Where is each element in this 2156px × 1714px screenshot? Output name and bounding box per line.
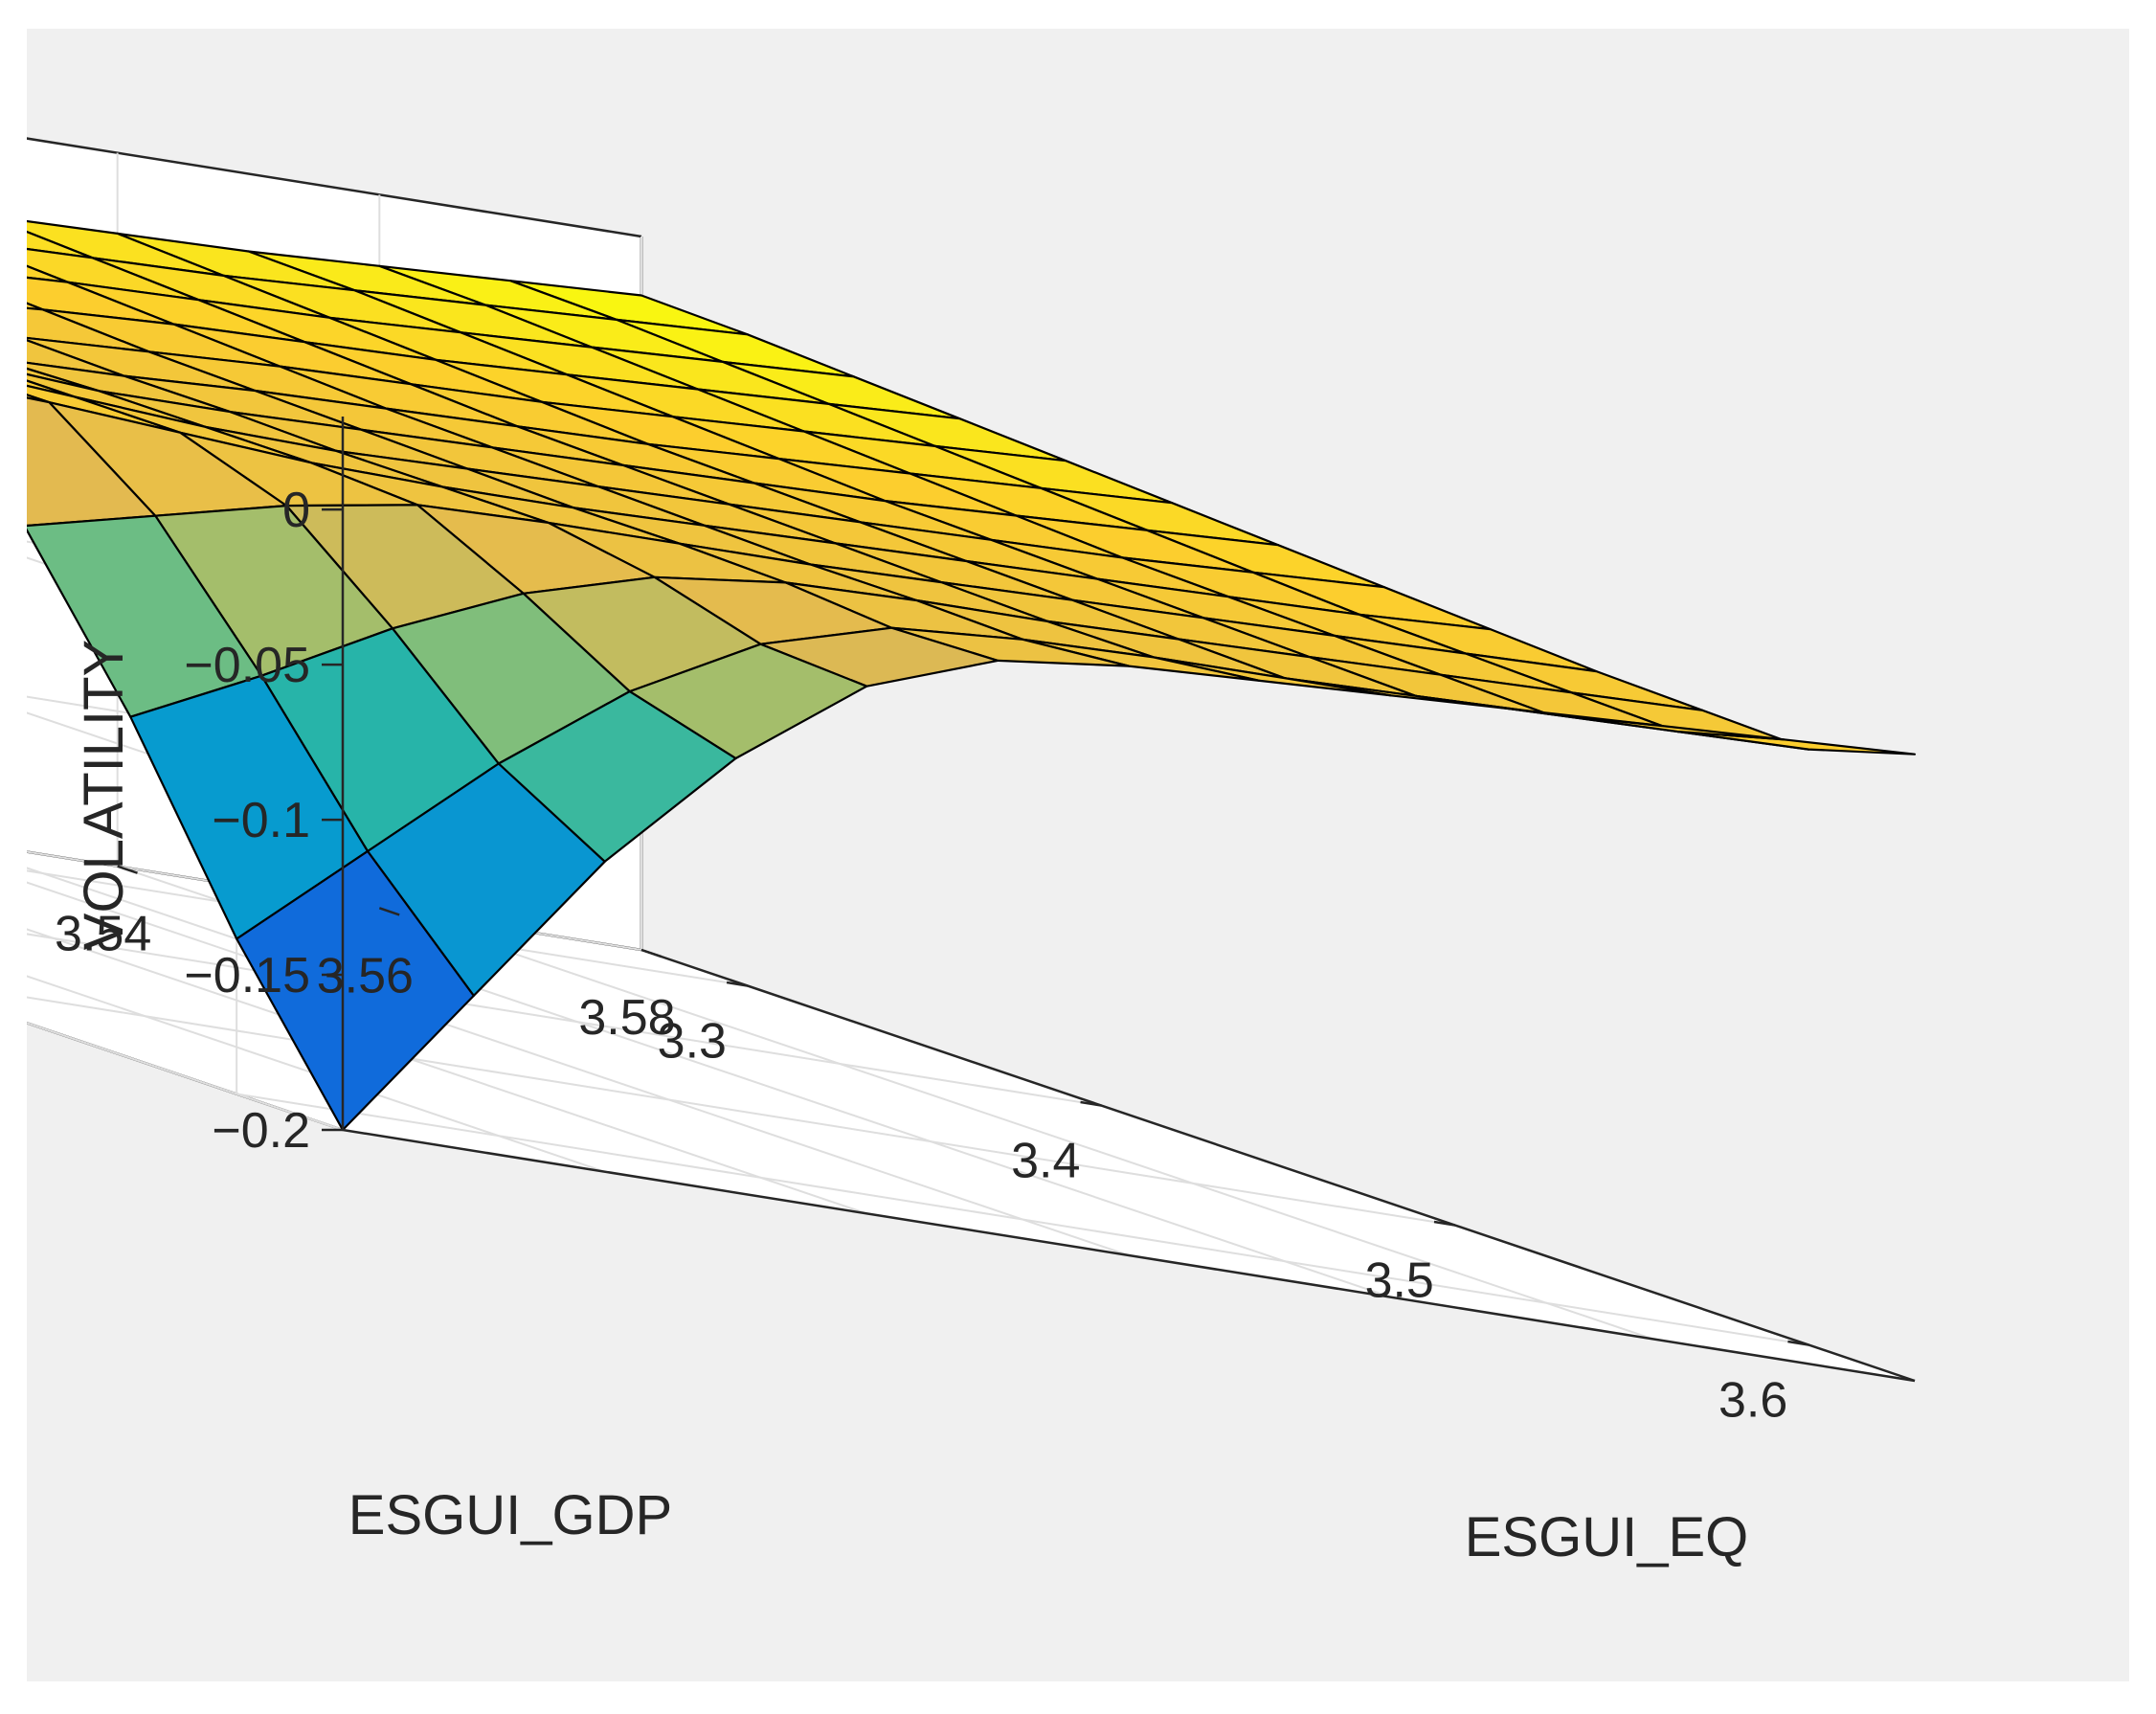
y-axis-label: ESGUI_GDP — [348, 1484, 672, 1546]
z-tick-label: −0.05 — [184, 638, 310, 693]
x-axis-line — [342, 1128, 1916, 1383]
y-tick-label: 3.3 — [658, 1014, 727, 1070]
x-tick-label: 3.54 — [55, 907, 151, 962]
grid-line — [27, 975, 605, 1173]
y-axis-line — [640, 948, 1916, 1383]
grid-line — [27, 928, 867, 1215]
x-axis-label: ESGUI_EQ — [1465, 1506, 1749, 1568]
grid-line — [236, 1093, 1809, 1346]
surface-patch — [236, 849, 475, 1132]
surface-plot: 3.463.483.53.523.543.563.583.33.43.53.6−… — [27, 137, 1917, 1568]
surface-patches — [27, 219, 1917, 1132]
y-tick — [1433, 1220, 1455, 1227]
x-tick-label: 3.58 — [578, 990, 675, 1046]
x-tick — [117, 865, 138, 874]
tick-labels: 3.463.483.53.523.543.563.583.33.43.53.6−… — [55, 483, 1787, 1429]
z-tick-label: −0.2 — [212, 1103, 310, 1159]
z-tick-label: 0 — [282, 483, 310, 538]
y-tick — [726, 981, 749, 987]
z-tick-label: −0.1 — [212, 793, 310, 848]
y-tick-label: 3.6 — [1718, 1373, 1787, 1429]
grid-line — [379, 907, 1653, 1341]
y-tick — [1080, 1100, 1102, 1107]
grid-line — [27, 1022, 344, 1131]
x-tick — [640, 948, 663, 958]
tick-marks — [117, 507, 1809, 1346]
y-tick-label: 3.5 — [1365, 1253, 1434, 1309]
x-tick — [378, 907, 400, 916]
grid-line — [27, 881, 1130, 1256]
y-tick — [1787, 1340, 1809, 1346]
grid-line — [27, 996, 1455, 1227]
z-tick-label: −0.15 — [184, 948, 310, 1004]
floor-plane — [27, 851, 1915, 1381]
grid-line — [27, 867, 344, 976]
z-axis-label: VOLATILITY — [73, 640, 135, 950]
box-edges — [341, 417, 1916, 1383]
y-tick-label: 3.4 — [1011, 1134, 1080, 1189]
grid-line — [27, 711, 344, 822]
x-tick-label: 3.56 — [317, 948, 414, 1004]
figure-background: 3.463.483.53.523.543.563.583.33.43.53.6−… — [27, 29, 2129, 1681]
